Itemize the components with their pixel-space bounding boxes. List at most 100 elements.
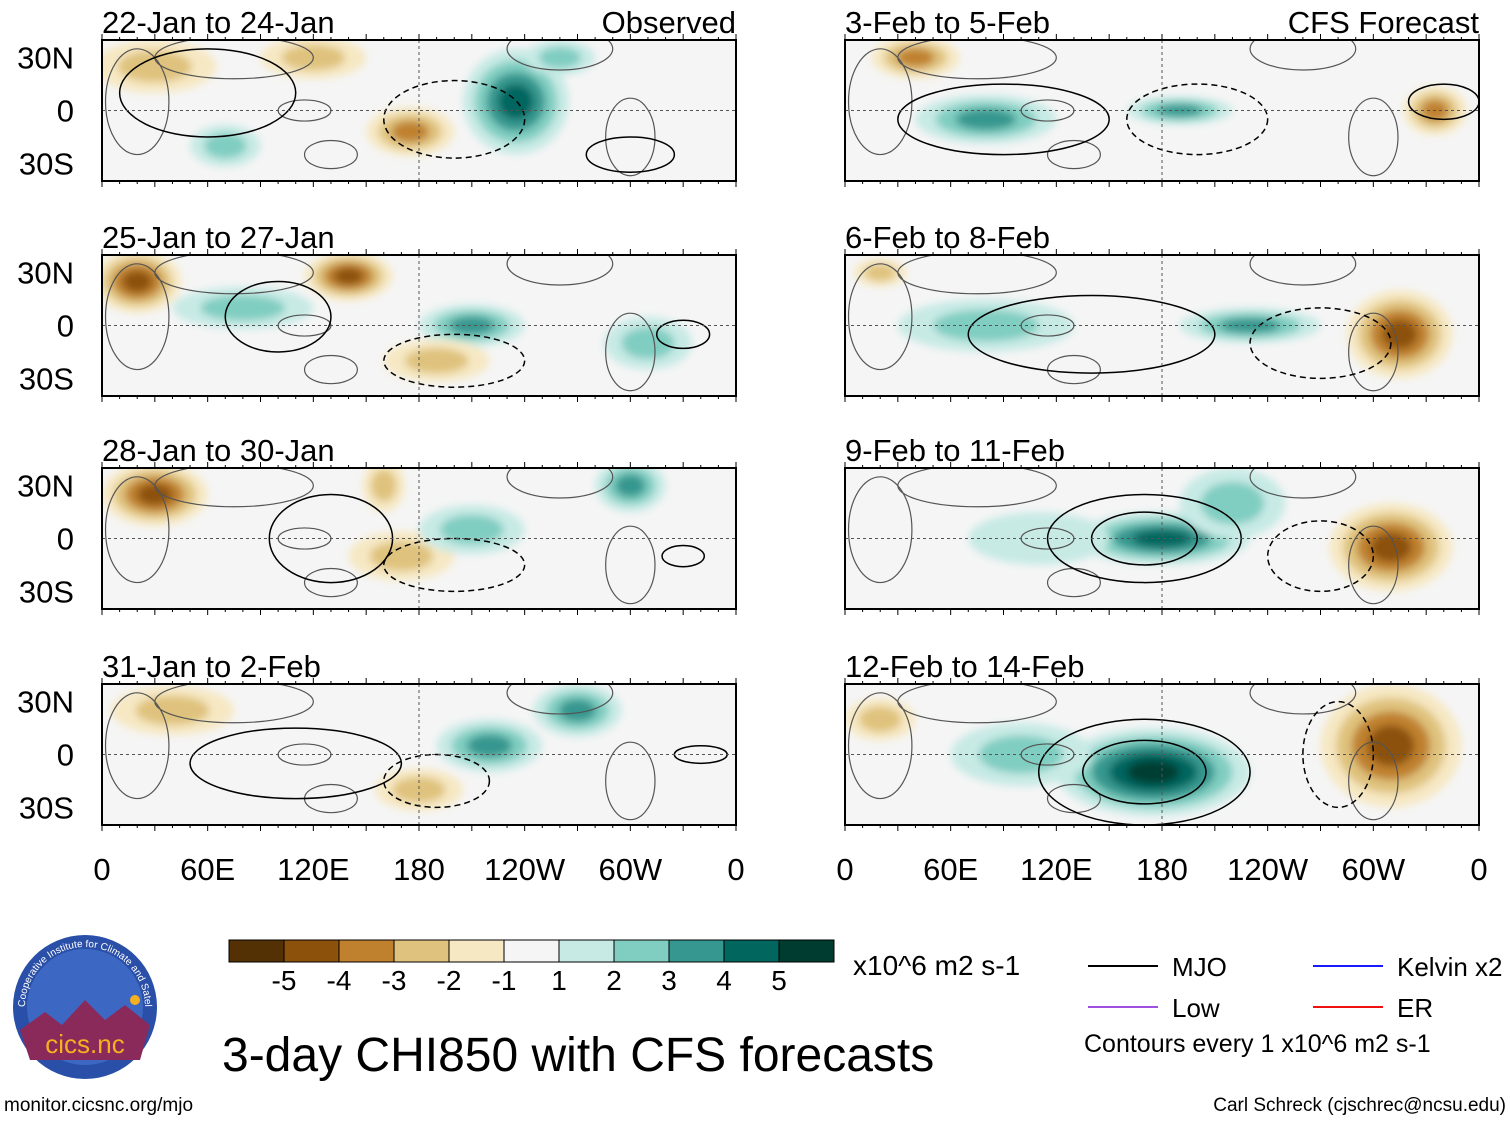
coastline xyxy=(1249,40,1357,71)
lon-label: 180 xyxy=(393,852,445,887)
panel-title: 31-Jan to 2-Feb xyxy=(102,649,321,684)
colorbar-swatch xyxy=(393,939,450,963)
coastline xyxy=(154,468,314,508)
panel-title: 6-Feb to 8-Feb xyxy=(845,220,1050,255)
logo-mountains xyxy=(20,1000,150,1060)
map-panel: 12-Feb to 14-Feb 0 60E 120E 180 120W 60W 0 xyxy=(836,649,1487,887)
positive-anomaly xyxy=(440,514,504,545)
negative-anomaly xyxy=(404,348,469,374)
mjo-contour-positive xyxy=(661,544,706,568)
colorbar-swatch xyxy=(338,939,395,963)
lon-label: 120W xyxy=(1227,852,1309,887)
colorbar: -5 -4 -3 -2 -1 1 2 3 4 5 xyxy=(228,939,835,996)
coastline xyxy=(847,476,913,584)
lat-label: 0 xyxy=(57,309,74,344)
map-panel: 22-Jan to 24-Jan Observed 30N 0 30S xyxy=(17,5,737,187)
colorbar-label: 4 xyxy=(716,965,732,996)
mjo-contour-negative xyxy=(1249,307,1392,380)
coastline xyxy=(847,263,913,371)
colorbar-label: 1 xyxy=(551,965,567,996)
colorbar-swatch xyxy=(503,939,560,963)
legend-label: Kelvin x2 xyxy=(1397,952,1503,982)
lat-label: 30S xyxy=(19,574,74,609)
positive-anomaly xyxy=(1126,760,1180,785)
mjo-contour-positive xyxy=(897,83,1110,156)
anomaly-field xyxy=(847,468,1453,605)
negative-anomaly xyxy=(122,270,152,293)
positive-anomaly xyxy=(449,316,495,335)
anomaly-shading xyxy=(968,468,1453,592)
negative-anomaly xyxy=(859,706,902,732)
negative-anomaly xyxy=(1367,725,1415,767)
mjo-contour-positive xyxy=(118,48,297,138)
coastline xyxy=(104,48,170,156)
column-label: CFS Forecast xyxy=(1288,5,1480,40)
lat-label: 30S xyxy=(19,146,74,181)
lon-label: 0 xyxy=(1470,852,1487,887)
map-panel: 6-Feb to 8-Feb xyxy=(844,220,1480,402)
line-legend: MJO Kelvin x2 Low ER xyxy=(1088,952,1503,1023)
mjo-contour-positive xyxy=(1407,83,1479,121)
panel-title: 12-Feb to 14-Feb xyxy=(845,649,1085,684)
mjo-contour-positive xyxy=(585,136,676,173)
lon-label: 0 xyxy=(727,852,744,887)
coastline xyxy=(506,468,614,499)
negative-anomaly xyxy=(1382,319,1418,349)
colorbar-swatch xyxy=(448,939,505,963)
positive-anomaly xyxy=(1219,317,1281,334)
coastline xyxy=(605,312,656,392)
mjo-contour-negative xyxy=(383,79,526,159)
mjo-contour-negative xyxy=(383,333,526,388)
negative-anomaly xyxy=(391,121,430,143)
coastline xyxy=(847,692,913,800)
mjo-contour-positive xyxy=(1082,739,1207,805)
colorbar-label: 2 xyxy=(606,965,622,996)
map-panel: 25-Jan to 27-Jan 30N 0 30S xyxy=(17,220,737,402)
column-label: Observed xyxy=(602,5,736,40)
mjo-contour-positive xyxy=(967,294,1216,374)
positive-anomaly xyxy=(955,108,1017,130)
positive-anomaly xyxy=(204,133,247,159)
anomaly-field xyxy=(104,684,728,821)
positive-anomaly xyxy=(1132,529,1192,548)
lat-label: 0 xyxy=(57,94,74,129)
coastline xyxy=(303,139,358,170)
coastline xyxy=(1348,312,1399,392)
units-label: x10^6 m2 s-1 xyxy=(853,950,1021,981)
coastline xyxy=(605,97,656,177)
positive-anomaly xyxy=(538,47,582,69)
positive-anomaly xyxy=(558,699,597,722)
anomaly-shading xyxy=(845,684,1462,817)
coastline xyxy=(104,476,170,584)
lon-label: 0 xyxy=(836,852,853,887)
coastline xyxy=(104,692,170,800)
lat-label: 30N xyxy=(17,685,74,720)
anomaly-field xyxy=(102,40,676,177)
negative-anomaly xyxy=(896,48,935,67)
lat-label: 30N xyxy=(17,469,74,504)
positive-anomaly xyxy=(615,474,646,497)
map-panel: 28-Jan to 30-Jan 30N 0 30S xyxy=(17,433,737,615)
negative-anomaly xyxy=(1370,532,1412,562)
colorbar-swatch xyxy=(228,939,285,963)
panel-title: 9-Feb to 11-Feb xyxy=(845,433,1065,468)
colorbar-label: 3 xyxy=(661,965,677,996)
logo-text: cics.nc xyxy=(45,1029,124,1059)
negative-anomaly xyxy=(864,264,897,282)
lon-label: 60E xyxy=(180,852,235,887)
coastline xyxy=(1249,684,1357,715)
coastline xyxy=(154,255,314,295)
mjo-contour-positive xyxy=(189,727,403,800)
lat-label: 0 xyxy=(57,738,74,773)
mjo-contour-negative xyxy=(383,537,526,593)
coastline xyxy=(154,684,314,724)
coastline xyxy=(104,263,170,371)
lat-label: 30S xyxy=(19,790,74,825)
legend-label: ER xyxy=(1397,993,1433,1023)
lon-label: 120E xyxy=(1020,852,1092,887)
footer-url[interactable]: monitor.cicsnc.org/mjo xyxy=(4,1095,194,1116)
coastline xyxy=(1046,354,1101,385)
coastline xyxy=(605,525,656,605)
footer-credit: Carl Schreck (cjschrec@ncsu.edu) xyxy=(1213,1095,1506,1116)
negative-anomaly xyxy=(333,267,364,285)
